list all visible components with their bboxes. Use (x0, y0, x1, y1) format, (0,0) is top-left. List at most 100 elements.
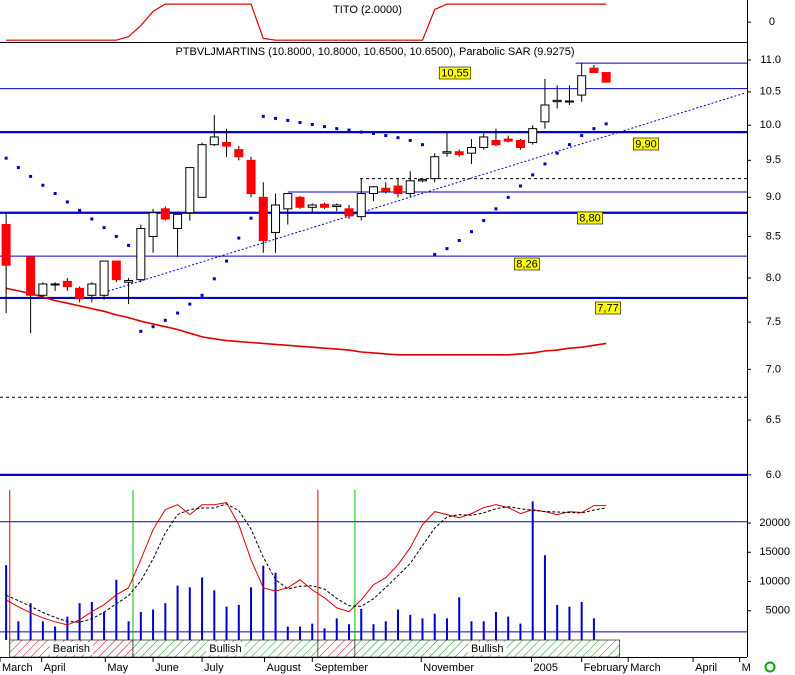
candle-body (369, 186, 378, 195)
volume-bar (299, 626, 302, 640)
y-tick-label: 8.5 (766, 230, 781, 242)
y-tick-label: 10.5 (760, 86, 781, 98)
volume-bar (250, 587, 253, 640)
sar-dot (78, 208, 82, 212)
sar-dot (323, 125, 327, 129)
sar-dot (4, 156, 8, 160)
sar-dot (53, 192, 57, 196)
candle-body (197, 144, 207, 198)
candle-body (393, 185, 403, 195)
volume-bar (286, 626, 289, 640)
candle-body (540, 104, 550, 123)
sar-dot (518, 184, 522, 188)
sar-dot (433, 252, 437, 256)
volume-bar (531, 501, 534, 640)
y-tick-label: 11.0 (760, 54, 781, 66)
volume-bar (482, 621, 485, 640)
sar-dot (163, 318, 167, 322)
y-tick-label: 20000 (759, 517, 790, 529)
candle-body (148, 212, 158, 237)
volume-bar (323, 628, 326, 640)
sar-dot (127, 243, 131, 247)
candle-body (381, 187, 391, 192)
x-tick-label: November (423, 662, 474, 674)
volume-bar (396, 609, 399, 640)
sar-dot (396, 136, 400, 140)
volume-bar (17, 621, 20, 640)
volume-bar (54, 626, 57, 640)
x-tick-label: March (2, 662, 33, 674)
candle-body (246, 159, 256, 195)
sar-dot (225, 259, 229, 263)
candle-body (209, 136, 219, 146)
regime-band (317, 639, 356, 658)
candle-body (417, 178, 427, 182)
y-tick-label: 6.5 (766, 414, 781, 426)
candle-body (307, 204, 317, 208)
x-tick-label: September (314, 662, 368, 674)
level-label: 7,77 (597, 302, 618, 314)
candle-body (258, 196, 268, 241)
candle-body (62, 280, 72, 288)
volume-bar (66, 616, 69, 640)
sar-dot (359, 130, 363, 134)
y-tick-label: 5000 (766, 605, 790, 617)
regime-label: Bearish (53, 643, 90, 655)
volume-bar (458, 597, 461, 640)
volume-bar (568, 606, 571, 640)
sar-dot (16, 166, 20, 170)
x-tick-label: May (107, 662, 128, 674)
sar-dot (212, 277, 216, 281)
y-tick-label: 9.0 (766, 191, 781, 203)
candle-body (528, 128, 538, 144)
volume-bar (543, 555, 546, 640)
y-tick-label: 10.0 (760, 119, 781, 131)
sar-dot (531, 173, 535, 177)
candle-body (356, 193, 366, 218)
sar-dot (237, 236, 241, 240)
candle-body (601, 72, 611, 83)
sar-dot (592, 127, 596, 131)
level-label: 10,55 (441, 67, 469, 79)
candle-body (589, 67, 599, 74)
sar-dot (567, 143, 571, 147)
candle-body (50, 283, 60, 286)
candle-body (136, 227, 146, 281)
volume-bar (103, 611, 106, 640)
volume-bar (225, 606, 228, 640)
sar-dot (384, 134, 388, 138)
volume-bar (384, 621, 387, 640)
volume-bar (360, 609, 363, 640)
level-label-box (438, 66, 472, 80)
candle-body (111, 260, 121, 281)
candle-body (491, 139, 501, 146)
sar-dot (274, 116, 278, 120)
candle-body (26, 256, 36, 296)
volume-bar (41, 621, 44, 640)
candle-body (1, 223, 11, 266)
candle-body (405, 180, 415, 195)
sar-dot (139, 329, 143, 333)
volume-bar (5, 565, 8, 640)
sar-dot (543, 162, 547, 166)
volume-bar (78, 603, 81, 640)
tito-line (6, 3, 607, 41)
regime-label-bg (206, 642, 245, 655)
sar-dot (151, 325, 155, 329)
candle-body (160, 208, 170, 220)
candle-body (75, 287, 85, 300)
volume-bar (507, 616, 510, 640)
level-label-box (632, 137, 660, 151)
y-tick-label: 7.5 (766, 316, 781, 328)
candle-body (234, 149, 244, 158)
volume-bar (409, 614, 412, 640)
sar-dot (102, 226, 106, 230)
candle-body (222, 142, 232, 147)
volume-bar (592, 618, 595, 640)
sar-dot (482, 219, 486, 223)
candle-body (552, 99, 562, 103)
sar-dot (335, 127, 339, 131)
trend-line (100, 92, 745, 295)
y-tick-label: 10000 (759, 575, 790, 587)
